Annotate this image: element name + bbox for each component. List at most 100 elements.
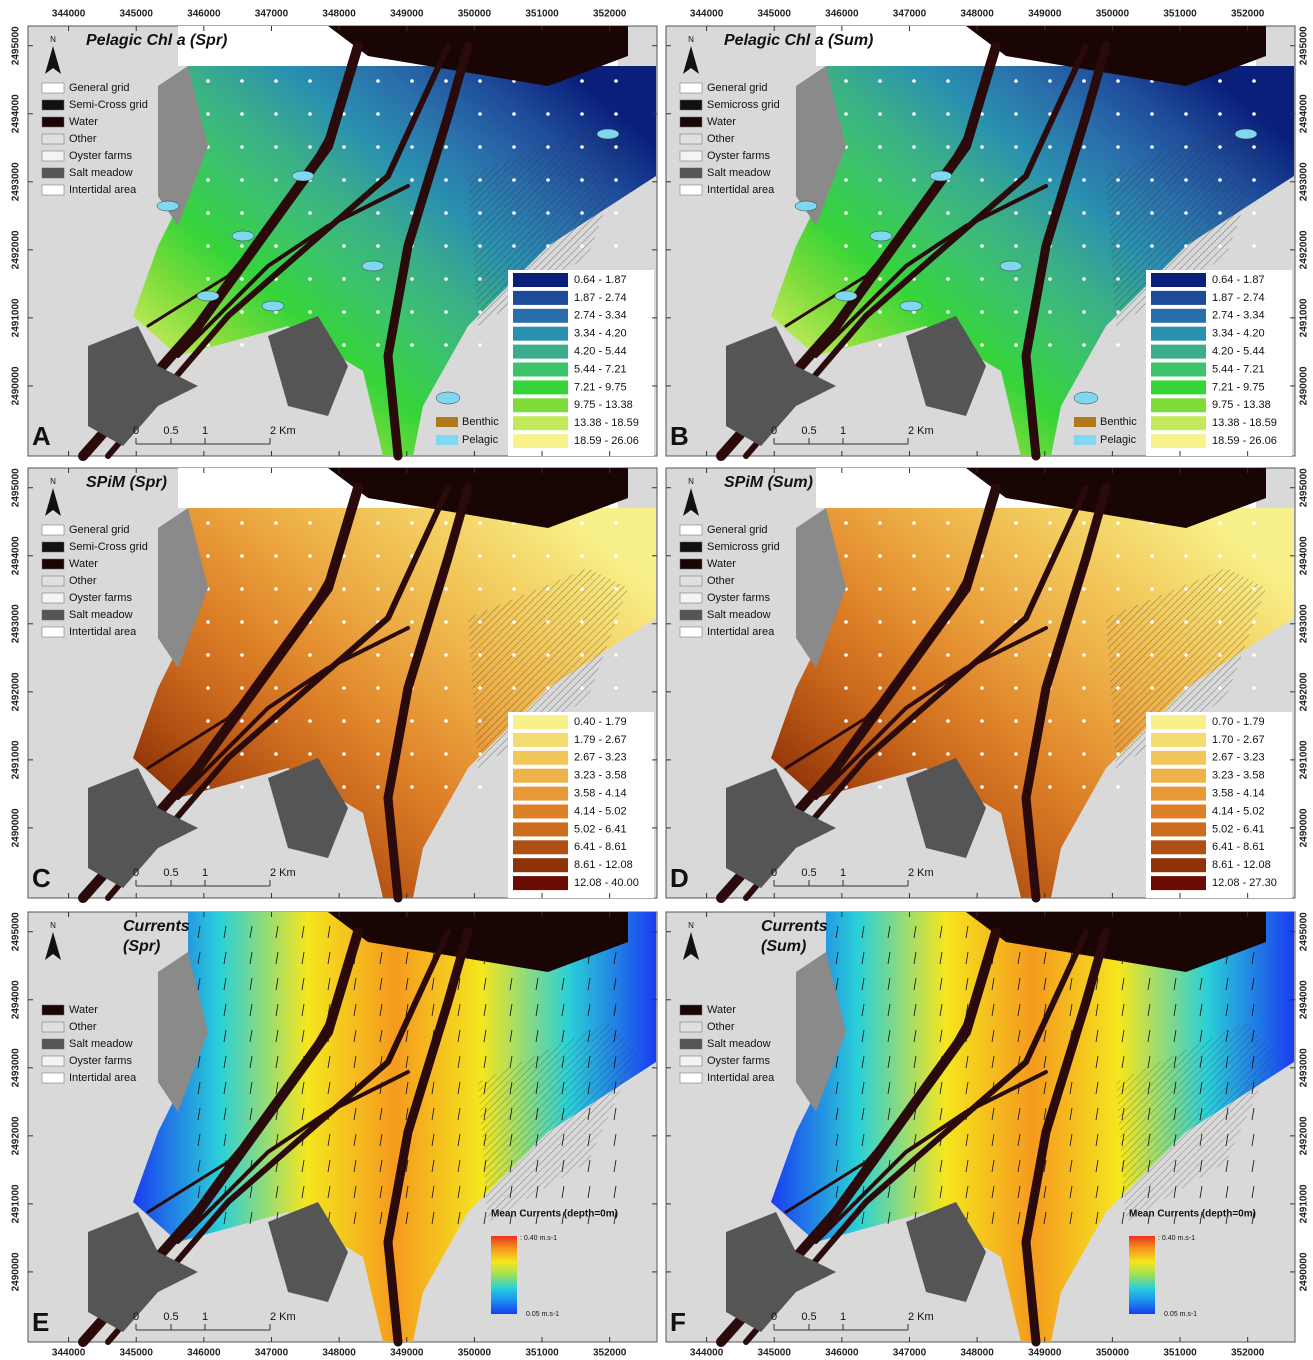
channel bbox=[1021, 927, 1111, 1347]
current-arrow bbox=[249, 1107, 253, 1121]
grid-point bbox=[1116, 343, 1120, 347]
grid-point bbox=[580, 521, 584, 525]
grid-point bbox=[1082, 310, 1086, 314]
grid-point bbox=[376, 112, 380, 116]
current-arrow bbox=[1147, 1211, 1151, 1225]
pie-marker bbox=[899, 300, 923, 312]
current-arrow bbox=[431, 1211, 435, 1225]
current-arrow bbox=[1173, 1029, 1177, 1043]
colorbar-high: : 0.40 m.s-1 bbox=[520, 1235, 557, 1242]
class-swatch bbox=[1151, 326, 1206, 341]
grid-point bbox=[410, 343, 414, 347]
grid-point bbox=[342, 145, 346, 149]
current-arrow bbox=[1251, 1159, 1255, 1173]
legend-swatch bbox=[679, 167, 703, 179]
legend-label: Oyster farms bbox=[707, 592, 770, 604]
grid-point bbox=[546, 620, 550, 624]
grid-point bbox=[980, 587, 984, 591]
class-swatch bbox=[1151, 858, 1206, 873]
grid-point bbox=[1184, 686, 1188, 690]
panel-title: Pelagic Chl a (Spr) bbox=[86, 32, 227, 49]
current-arrow bbox=[353, 1185, 357, 1199]
current-arrow bbox=[887, 1211, 891, 1225]
current-arrow bbox=[587, 977, 591, 991]
channel bbox=[146, 1020, 330, 1214]
current-arrow bbox=[613, 1055, 617, 1069]
panel-title: SPiM (Spr) bbox=[86, 474, 167, 491]
current-arrow bbox=[1147, 1055, 1151, 1069]
grid-point bbox=[376, 752, 380, 756]
grid-point bbox=[980, 719, 984, 723]
class-swatch bbox=[1151, 416, 1206, 431]
grid-point bbox=[410, 785, 414, 789]
current-arrow bbox=[861, 1211, 865, 1225]
pie-marker bbox=[231, 230, 255, 242]
grid-point bbox=[1252, 686, 1256, 690]
pie-marker bbox=[999, 260, 1023, 272]
current-arrow bbox=[249, 1029, 253, 1043]
water-body bbox=[966, 468, 1266, 528]
grid-point bbox=[878, 620, 882, 624]
grid-point bbox=[614, 79, 618, 83]
x-tick-label: 352000 bbox=[1231, 9, 1265, 20]
current-arrow bbox=[991, 1003, 995, 1017]
grid-point bbox=[1048, 211, 1052, 215]
grid-point bbox=[546, 211, 550, 215]
current-arrow bbox=[197, 1185, 201, 1199]
grid-point bbox=[1116, 244, 1120, 248]
class-label: 3.23 - 3.58 bbox=[1212, 770, 1265, 782]
grid-point bbox=[1082, 752, 1086, 756]
y-tick-label: 2491000 bbox=[11, 298, 22, 337]
y-tick-label: 2495000 bbox=[1299, 26, 1310, 65]
x-tick-label: 349000 bbox=[1028, 9, 1062, 20]
grid-point bbox=[410, 521, 414, 525]
salt-meadow bbox=[88, 326, 198, 446]
grid-point bbox=[240, 653, 244, 657]
current-arrow bbox=[1199, 1159, 1203, 1173]
grid-point bbox=[580, 145, 584, 149]
current-arrow bbox=[509, 1029, 513, 1043]
x-tick-label: 347000 bbox=[255, 9, 289, 20]
current-arrow bbox=[275, 977, 279, 991]
current-arrow bbox=[1095, 1107, 1099, 1121]
grid-point bbox=[1218, 587, 1222, 591]
current-arrow bbox=[327, 925, 331, 939]
x-tick-label: 350000 bbox=[458, 9, 492, 20]
current-arrow bbox=[535, 977, 539, 991]
class-label: 4.20 - 5.44 bbox=[574, 346, 627, 358]
grid-point bbox=[206, 653, 210, 657]
legend-label: Other bbox=[707, 1021, 735, 1033]
current-arrow bbox=[327, 1081, 331, 1095]
grid-point bbox=[614, 521, 618, 525]
legend-swatch bbox=[41, 1072, 65, 1084]
x-tick-label: 345000 bbox=[758, 1348, 792, 1359]
legend-label: Salt meadow bbox=[707, 1038, 771, 1050]
grid-point bbox=[878, 211, 882, 215]
current-arrow bbox=[223, 1055, 227, 1069]
grid-point bbox=[946, 277, 950, 281]
legend-label: Water bbox=[707, 116, 736, 128]
current-arrow bbox=[561, 1133, 565, 1147]
channel bbox=[814, 184, 1048, 358]
current-arrow bbox=[301, 1003, 305, 1017]
grid-point bbox=[376, 521, 380, 525]
current-arrow bbox=[1251, 1029, 1255, 1043]
current-arrow bbox=[835, 1133, 839, 1147]
grid-point bbox=[1150, 178, 1154, 182]
y-tick-label: 2490000 bbox=[11, 808, 22, 847]
grid-point bbox=[1082, 277, 1086, 281]
scale-label: 2 Km bbox=[270, 867, 296, 879]
grid-point bbox=[1150, 587, 1154, 591]
water-body bbox=[966, 26, 1266, 86]
current-arrow bbox=[223, 1029, 227, 1043]
salt-meadow bbox=[796, 66, 846, 226]
grid-point bbox=[240, 343, 244, 347]
grid-point bbox=[1116, 145, 1120, 149]
current-arrow bbox=[223, 925, 227, 939]
current-arrow bbox=[1225, 1003, 1229, 1017]
current-arrow bbox=[1199, 1185, 1203, 1199]
legend-label: Oyster farms bbox=[707, 1055, 770, 1067]
grid-point bbox=[580, 211, 584, 215]
current-arrow bbox=[561, 1081, 565, 1095]
current-arrow bbox=[327, 977, 331, 991]
